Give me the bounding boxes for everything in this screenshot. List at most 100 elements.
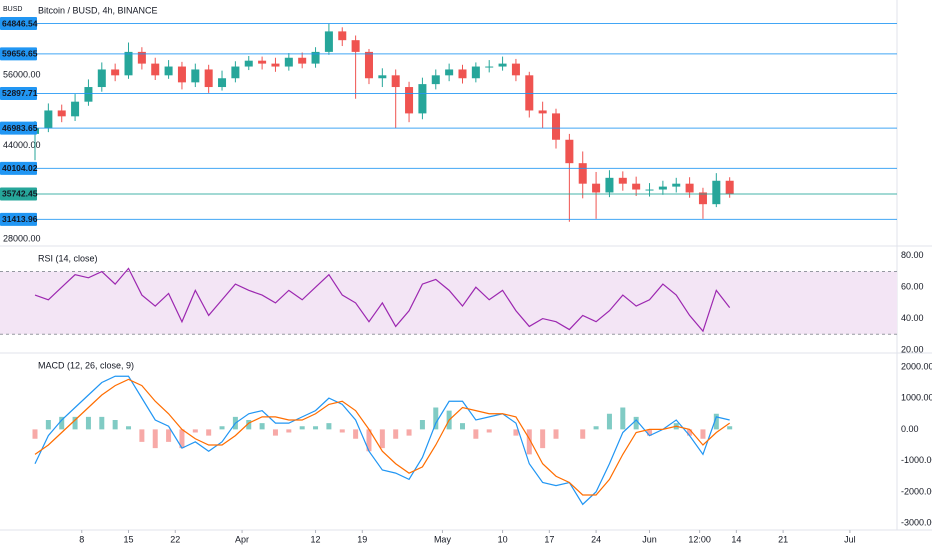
candle-body — [338, 31, 347, 41]
histogram-bar — [633, 416, 639, 430]
chart-title: Bitcoin / BUSD, 4h, BINANCE — [38, 5, 158, 15]
y-tick-label: 60.00 — [901, 282, 924, 292]
candle-body — [191, 69, 200, 83]
candle-body — [84, 87, 93, 102]
level-label: 59656.65 — [2, 49, 38, 59]
histogram-bar — [326, 423, 332, 430]
candle-body — [71, 101, 80, 117]
candle-body — [698, 192, 707, 205]
y-tick-label: -2000.00 — [901, 486, 932, 496]
level-label-box — [0, 187, 37, 201]
histogram-bar — [526, 429, 532, 455]
histogram-bar — [206, 429, 212, 436]
candle-body — [244, 60, 253, 67]
candle-body — [137, 51, 146, 64]
candle-body — [538, 110, 547, 114]
x-tick-label: Apr — [235, 534, 249, 544]
histogram-bar — [687, 429, 693, 436]
x-tick-label: 8 — [79, 534, 84, 544]
y-tick-label: 56000.00 — [3, 70, 41, 80]
level-label: 46983.65 — [2, 123, 38, 133]
level-label: 35742.45 — [2, 189, 38, 199]
level-label: 31413.96 — [2, 214, 38, 224]
histogram-bar — [313, 426, 319, 430]
histogram-bar — [59, 416, 65, 430]
histogram-bar — [259, 423, 265, 430]
histogram-bar — [366, 429, 372, 452]
candle-body — [712, 180, 721, 205]
histogram-bar — [473, 429, 479, 439]
x-tick-label: 14 — [731, 534, 741, 544]
histogram-bar — [72, 416, 78, 430]
histogram-bar — [219, 426, 225, 430]
candle-body — [565, 139, 574, 164]
histogram-bar — [553, 429, 559, 439]
y-tick-label: 0.00 — [901, 424, 919, 434]
y-tick-label: 28000.00 — [3, 234, 41, 244]
histogram-bar — [647, 429, 653, 436]
candle-body — [525, 75, 534, 111]
rsi-band — [0, 271, 897, 335]
y-tick-label: 20.00 — [901, 344, 924, 354]
histogram-bar — [513, 429, 519, 436]
histogram-bar — [620, 407, 626, 430]
histogram-bar — [272, 429, 278, 436]
x-tick-label: 24 — [591, 534, 601, 544]
candle-body — [618, 177, 627, 184]
histogram-bar — [580, 429, 586, 439]
candle-body — [552, 113, 561, 140]
level-label: 64846.54 — [2, 18, 38, 28]
candle-body — [151, 63, 160, 76]
histogram-bar — [540, 429, 546, 449]
y-tick-label: 44000.00 — [3, 140, 41, 150]
x-tick-label: May — [434, 534, 452, 544]
histogram-bar — [112, 420, 118, 430]
candle-body — [445, 69, 454, 76]
macd-line — [34, 378, 731, 496]
candle-body — [44, 110, 53, 129]
candle-body — [204, 69, 213, 88]
histogram-bar — [486, 429, 492, 433]
candle-body — [431, 75, 440, 85]
candle-body — [592, 183, 601, 193]
x-tick-label: 12:00 — [688, 534, 711, 544]
histogram-bar — [32, 429, 38, 439]
histogram-bar — [246, 420, 252, 430]
candle-body — [218, 78, 227, 88]
histogram-bar — [126, 426, 132, 430]
candle-body — [57, 110, 66, 117]
candle-body — [405, 87, 414, 114]
histogram-bar — [286, 429, 292, 433]
histogram-bar — [45, 420, 51, 430]
candle-body — [672, 183, 681, 187]
level-label: 52897.71 — [2, 88, 38, 98]
macd-line — [34, 375, 730, 506]
y-tick-label: 2000.00 — [901, 361, 932, 371]
histogram-bar — [299, 426, 305, 430]
y-tick-label: -3000.00 — [901, 518, 932, 528]
histogram-bar — [152, 429, 158, 449]
histogram-bar — [139, 429, 145, 442]
candle-body — [511, 63, 520, 76]
candle-body — [298, 57, 307, 64]
histogram-bar — [99, 416, 105, 430]
candle-body — [458, 69, 467, 79]
histogram-bar — [727, 426, 733, 430]
x-tick-label: 21 — [778, 534, 788, 544]
level-label-box — [0, 212, 37, 226]
x-tick-label: Jun — [642, 534, 657, 544]
histogram-bar — [713, 413, 719, 430]
candle-body — [311, 51, 320, 64]
histogram-bar — [433, 407, 439, 430]
histogram-bar — [419, 420, 425, 430]
level-label-box — [0, 121, 37, 135]
candle-body — [418, 84, 427, 114]
histogram-bar — [393, 429, 399, 439]
candle-body — [111, 69, 120, 76]
candle-body — [124, 51, 133, 76]
candle-body — [391, 75, 400, 88]
candle-body — [498, 63, 507, 67]
currency-label: BUSD — [3, 6, 22, 13]
level-label-box — [0, 17, 37, 31]
